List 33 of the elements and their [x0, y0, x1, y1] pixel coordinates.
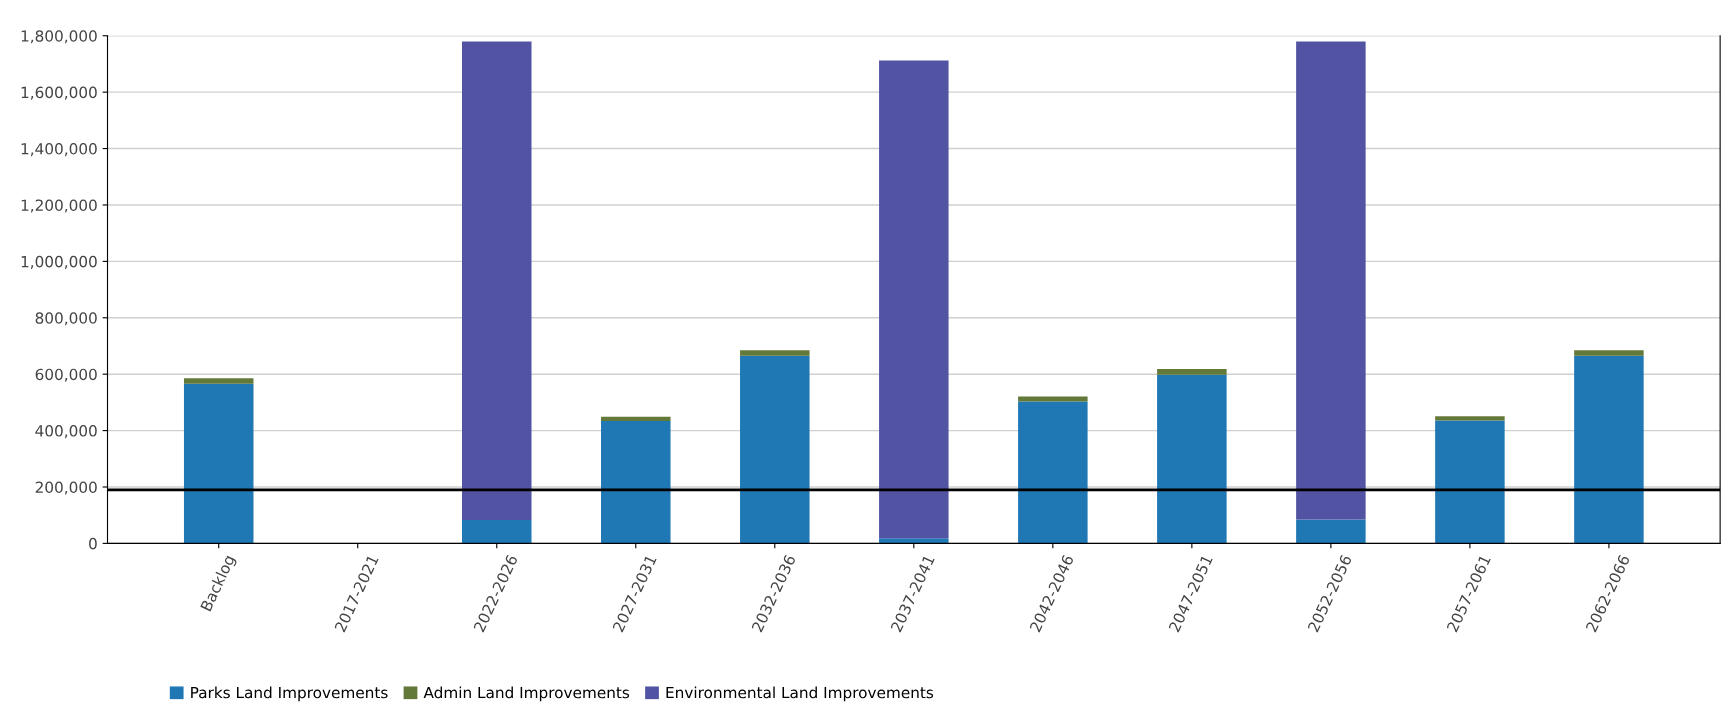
- bar: [1574, 350, 1644, 356]
- y-tick-label: 1,600,000: [21, 86, 97, 100]
- legend-label: Parks Land Improvements: [191, 686, 388, 702]
- y-tick-label: 1,000,000: [21, 255, 97, 269]
- bar: [1018, 401, 1088, 544]
- bar: [601, 421, 671, 544]
- bar: [1296, 41, 1366, 520]
- bar: [879, 60, 949, 539]
- bar: [462, 519, 532, 544]
- bar: [740, 355, 810, 544]
- bar: [1435, 416, 1505, 421]
- y-tick-label: 400,000: [35, 425, 97, 439]
- y-tick-label: 1,200,000: [21, 199, 97, 213]
- bar: [183, 378, 254, 384]
- bar: [1435, 420, 1505, 544]
- legend-label: Environmental Land Improvements: [666, 686, 934, 702]
- bar: [1296, 519, 1366, 544]
- legend-label: Admin Land Improvements: [423, 686, 630, 702]
- bar: [462, 41, 532, 520]
- y-tick-label: 0: [89, 537, 97, 550]
- bar: [601, 416, 671, 421]
- bar: [1157, 369, 1227, 375]
- bar: [1157, 374, 1227, 544]
- y-tick-label: 1,800,000: [21, 30, 97, 44]
- y-tick-label: 200,000: [35, 481, 97, 495]
- bar: [183, 383, 254, 544]
- bar: [879, 538, 949, 544]
- bar: [1018, 396, 1088, 402]
- y-tick-label: 1,400,000: [21, 143, 97, 157]
- y-tick-label: 600,000: [35, 368, 97, 382]
- y-tick-label: 800,000: [35, 312, 97, 326]
- bar: [740, 350, 810, 356]
- bar: [1574, 355, 1644, 544]
